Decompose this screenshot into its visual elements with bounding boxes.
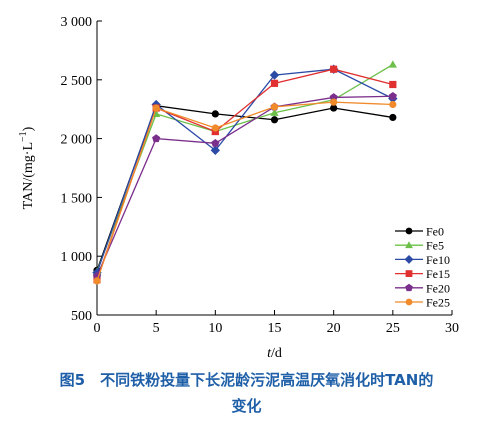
- data-point: [405, 227, 413, 235]
- y-tick-label: 3 000: [61, 15, 93, 30]
- data-point: [270, 103, 279, 111]
- x-tick-label: 25: [386, 321, 400, 336]
- data-point: [270, 108, 279, 116]
- x-tick-label: 5: [153, 321, 160, 336]
- legend-item-fe20: Fe20: [395, 281, 450, 295]
- data-point: [93, 277, 101, 285]
- legend-item-fe0: Fe0: [395, 225, 444, 239]
- series-fe0: [93, 102, 397, 274]
- series-line: [96, 101, 393, 282]
- data-point: [269, 70, 280, 80]
- data-point: [270, 79, 279, 87]
- data-point: [211, 138, 220, 147]
- data-point: [388, 91, 397, 100]
- data-point: [330, 98, 338, 106]
- data-point: [404, 254, 414, 264]
- x-tick-label: 0: [94, 321, 101, 336]
- ticks: 0 5 10 15 20 25 30 500 1 000 1 500 2 000 2 500 3 000: [61, 15, 460, 336]
- legend-item-fe5: Fe5: [395, 239, 444, 253]
- legend-item-fe15: Fe15: [395, 267, 450, 281]
- legend-label: Fe15: [426, 267, 450, 281]
- axes: [96, 21, 452, 316]
- data-point: [330, 104, 338, 112]
- series-fe15: [93, 65, 397, 284]
- data-point: [211, 124, 219, 132]
- data-point: [270, 116, 279, 124]
- y-axis-label-exponent: −1: [18, 131, 29, 142]
- x-tick-label: 10: [208, 321, 222, 336]
- data-point: [405, 270, 413, 277]
- data-point: [211, 110, 219, 118]
- data-point: [405, 283, 413, 292]
- data-point: [152, 104, 160, 112]
- data-point: [329, 93, 338, 101]
- data-point: [330, 65, 338, 73]
- legend-label: Fe25: [426, 296, 450, 310]
- legend-label: Fe20: [426, 281, 450, 295]
- legend-item-fe25: Fe25: [395, 296, 450, 310]
- x-axis-variable: t: [267, 346, 272, 361]
- data-point: [405, 298, 413, 306]
- legend-label: Fe5: [426, 239, 444, 253]
- data-point: [389, 100, 397, 109]
- tan-line-chart: 0 5 10 15 20 25 30 500 1 000 1 500 2 000 2 500 3 000…: [18, 15, 460, 361]
- legend-label: Fe0: [426, 225, 444, 239]
- x-tick-label: 20: [327, 321, 341, 336]
- y-tick-label: 1 500: [61, 191, 93, 206]
- y-tick-label: 500: [71, 309, 92, 324]
- y-tick-label: 1 000: [61, 250, 93, 265]
- x-axis-unit: /d: [271, 346, 282, 361]
- series-line: [96, 104, 393, 271]
- y-axis-label-text: TAN/(mg·L: [21, 142, 36, 209]
- figure-caption-continued: 变化: [231, 397, 262, 415]
- x-axis-label: t/d: [267, 346, 282, 361]
- y-tick-label: 2 500: [61, 74, 93, 89]
- series-layer: [92, 60, 398, 285]
- data-point: [388, 60, 397, 68]
- series-line: [96, 63, 394, 272]
- data-point: [389, 113, 397, 122]
- series-fe5: [92, 60, 397, 275]
- series-fe20: [92, 91, 397, 280]
- y-axis-label-close: ): [21, 126, 36, 131]
- y-tick-label: 2 000: [61, 133, 93, 148]
- legend-label: Fe10: [426, 253, 450, 267]
- legend-item-fe10: Fe10: [395, 253, 450, 267]
- x-tick-label: 15: [268, 321, 282, 336]
- figure-caption: 图5 不同铁粉投量下长泥龄污泥高温厌氧消化时TAN的: [59, 371, 434, 389]
- data-point: [210, 145, 221, 156]
- data-point: [405, 241, 413, 249]
- x-tick-label: 30: [445, 321, 459, 336]
- data-point: [389, 80, 397, 89]
- series-line: [96, 68, 394, 273]
- data-point: [152, 134, 161, 143]
- series-fe25: [93, 98, 397, 285]
- series-line: [96, 95, 393, 277]
- y-axis-label: TAN/(mg·L−1): [18, 126, 36, 209]
